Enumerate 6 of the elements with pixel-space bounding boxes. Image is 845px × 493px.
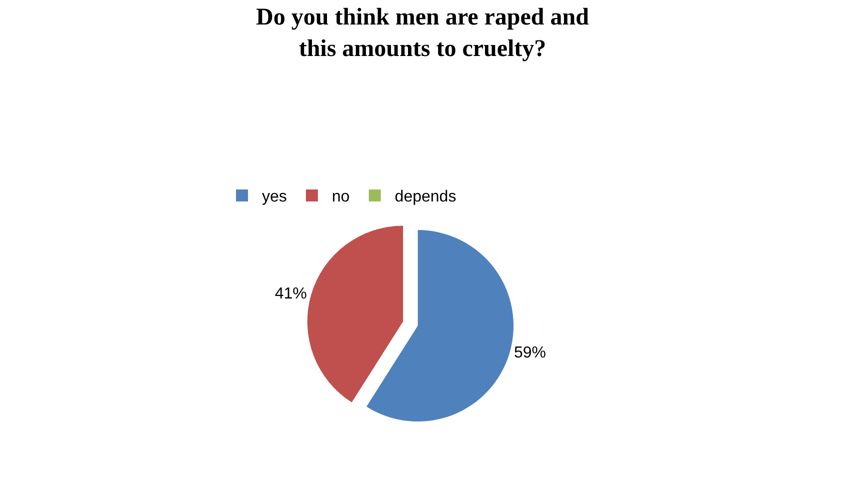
chart-title: Do you think men are raped and this amounts to cruelty? <box>256 4 590 62</box>
data-label: 41% <box>274 286 307 303</box>
data-label: 59% <box>514 344 546 362</box>
legend-label: depends <box>394 188 456 206</box>
legend-label: no <box>332 188 350 206</box>
legend-label: yes <box>262 188 287 206</box>
